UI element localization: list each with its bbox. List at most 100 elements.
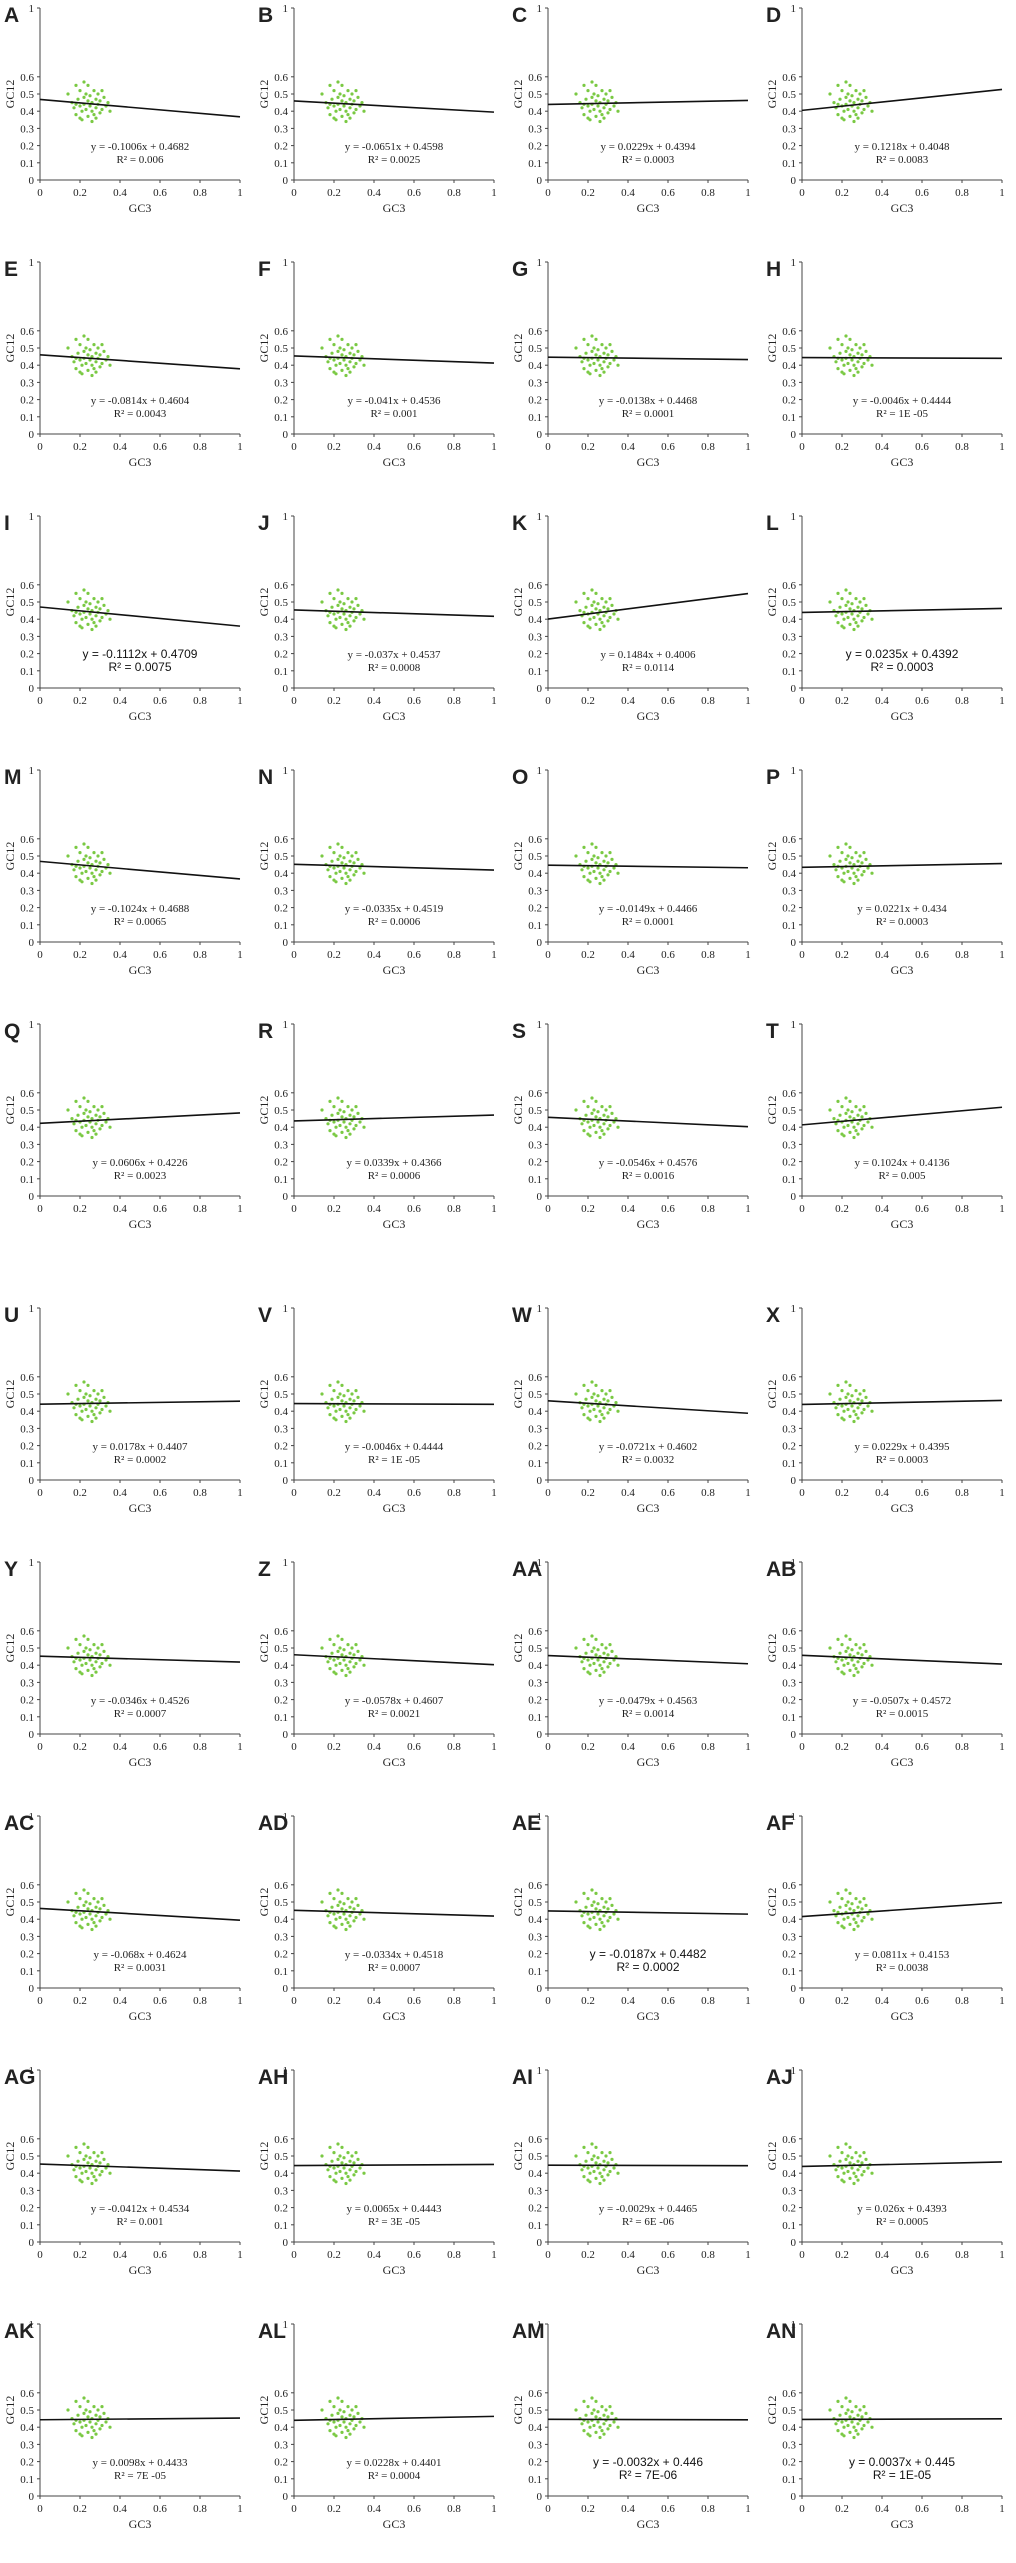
y-axis-title: GC12	[257, 842, 271, 871]
x-tick-label: 0.2	[581, 441, 595, 453]
x-tick-label: 0.8	[193, 2503, 207, 2515]
y-tick-label: 0.2	[274, 1949, 288, 1961]
x-tick-label: 0.4	[113, 1741, 127, 1753]
data-point	[600, 1105, 604, 1109]
x-tick-label: 0.6	[915, 1203, 929, 1215]
data-point	[346, 1413, 350, 1417]
data-point	[592, 1108, 596, 1112]
data-point	[100, 107, 104, 112]
data-point	[84, 361, 88, 366]
x-tick-label: 0	[37, 1741, 43, 1753]
data-point	[86, 1907, 90, 1911]
y-tick-label: 1	[791, 1557, 797, 1569]
y-tick-label: 0.4	[20, 1406, 34, 1418]
data-point	[354, 2151, 358, 2155]
x-tick-label: 0.8	[701, 441, 715, 453]
data-point	[846, 600, 850, 604]
data-point	[84, 92, 88, 96]
data-point	[352, 111, 356, 115]
data-point	[600, 851, 604, 855]
x-tick-label: 0	[799, 1203, 805, 1215]
data-point	[94, 1924, 98, 1928]
x-tick-label: 1	[237, 695, 243, 707]
x-tick-label: 0	[545, 1741, 551, 1753]
y-tick-label: 0.3	[782, 123, 796, 135]
data-point	[344, 1135, 348, 1140]
data-point	[362, 2171, 366, 2175]
y-tick-label: 0	[283, 1475, 289, 1487]
data-point	[860, 353, 864, 357]
x-tick-label: 0.6	[407, 1203, 421, 1215]
data-point	[582, 1129, 586, 1133]
data-point	[354, 2423, 358, 2428]
data-point	[584, 1651, 588, 1655]
data-point	[94, 2432, 98, 2436]
data-point	[604, 92, 608, 96]
data-point	[100, 2405, 104, 2409]
data-point	[90, 363, 94, 367]
data-point	[358, 1912, 362, 1916]
trend-line	[801, 862, 1003, 869]
data-point	[328, 1637, 332, 1641]
y-tick-label: 0	[283, 175, 289, 187]
y-tick-label: 0.4	[782, 614, 796, 626]
data-point	[84, 2408, 88, 2412]
data-point	[78, 1105, 82, 1109]
data-point	[596, 2420, 600, 2424]
data-point	[846, 1108, 850, 1112]
y-tick-label: 0.1	[782, 920, 796, 932]
y-tick-label: 0.4	[274, 360, 288, 372]
y-tick-label: 0.5	[528, 1105, 542, 1117]
data-point	[866, 358, 870, 362]
y-tick-label: 0.3	[274, 1423, 288, 1435]
data-point	[326, 2422, 330, 2426]
y-tick-label: 1	[791, 1019, 797, 1031]
y-tick-label: 0.3	[782, 885, 796, 897]
y-tick-label: 0	[791, 2237, 797, 2249]
x-tick-label: 0.6	[661, 1203, 675, 1215]
data-point	[834, 1406, 838, 1410]
y-tick-label: 0.6	[20, 2134, 34, 2146]
data-point	[86, 1383, 90, 1387]
r-squared: R² = 0.0002	[616, 1960, 679, 1974]
y-tick-label: 0.2	[274, 903, 288, 915]
data-point	[584, 1113, 588, 1117]
data-point	[848, 622, 852, 627]
x-tick-label: 1	[491, 949, 497, 961]
data-point	[864, 603, 868, 608]
data-point	[330, 2413, 334, 2417]
x-axis-title: GC3	[637, 1217, 660, 1231]
trend-line	[801, 88, 1003, 112]
data-point	[854, 1413, 858, 1417]
data-point	[862, 1389, 866, 1393]
data-point	[586, 2420, 590, 2424]
data-point	[616, 1917, 620, 1921]
data-point	[614, 1655, 618, 1659]
data-point	[340, 861, 344, 865]
data-point	[606, 1665, 610, 1669]
data-point	[88, 1648, 92, 1652]
r-squared: R² = 0.0003	[876, 1454, 929, 1466]
x-tick-label: 1	[745, 2503, 751, 2515]
data-point	[102, 1649, 106, 1653]
data-point	[840, 116, 844, 120]
data-point	[582, 83, 586, 87]
panel-label: H	[766, 258, 781, 281]
data-point	[334, 2425, 338, 2429]
panel-label: J	[258, 512, 270, 535]
trend-line	[547, 1116, 749, 1128]
y-tick-label: 0.1	[274, 1174, 288, 1186]
x-tick-label: 0.8	[955, 441, 969, 453]
data-point	[840, 597, 844, 601]
data-point	[92, 2151, 96, 2155]
r-squared: R² = 0.0014	[622, 1708, 675, 1720]
r-squared: R² = 0.005	[878, 1170, 926, 1182]
data-point	[860, 2427, 864, 2431]
data-point	[842, 2171, 846, 2175]
panel-label: V	[258, 1304, 272, 1327]
y-tick-label: 1	[537, 1811, 543, 1823]
data-point	[850, 2410, 854, 2414]
data-point	[352, 1907, 356, 1911]
data-point	[844, 95, 848, 99]
